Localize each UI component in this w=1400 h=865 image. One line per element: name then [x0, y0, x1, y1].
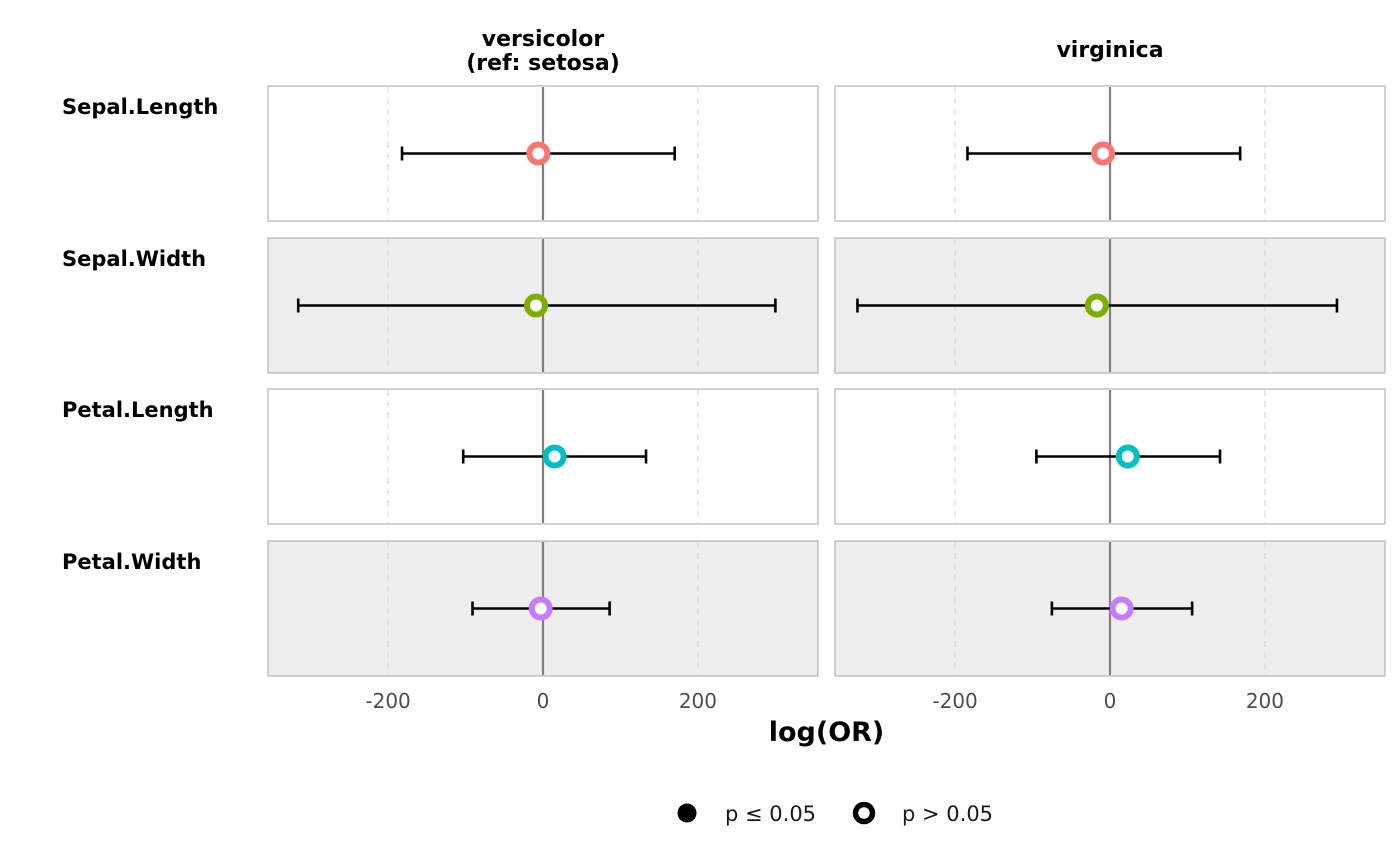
legend-label: p > 0.05 [902, 802, 993, 826]
x-axis-title: log(OR) [769, 717, 885, 748]
row-label: Petal.Length [62, 398, 214, 422]
x-tick-label: 200 [679, 689, 717, 713]
legend-label: p ≤ 0.05 [725, 802, 816, 826]
column-title: (ref: setosa) [466, 51, 620, 76]
row-label: Sepal.Length [62, 95, 218, 119]
estimate-point [526, 141, 551, 166]
column-title: versicolor [482, 27, 605, 52]
panel [834, 388, 1386, 525]
row-label: Petal.Width [62, 550, 201, 574]
panel [834, 237, 1386, 374]
legend-filled-point [677, 803, 697, 823]
panel [267, 540, 819, 677]
estimate-point [1084, 293, 1109, 318]
panel [267, 237, 819, 374]
x-tick-label: -200 [932, 689, 977, 713]
panel [834, 540, 1386, 677]
estimate-point [542, 444, 567, 469]
estimate-point [524, 293, 549, 318]
estimate-point [1109, 596, 1134, 621]
panel [267, 388, 819, 525]
estimate-point [1115, 444, 1140, 469]
legend: p ≤ 0.05 p > 0.05 [677, 801, 993, 826]
panel [267, 85, 819, 222]
x-tick-label: -200 [365, 689, 410, 713]
row-label: Sepal.Width [62, 247, 206, 271]
x-tick-label: 0 [537, 689, 550, 713]
x-tick-label: 0 [1104, 689, 1117, 713]
estimate-point [528, 596, 553, 621]
estimate-point [1091, 141, 1116, 166]
column-title: virginica [1056, 38, 1163, 63]
panel [834, 85, 1386, 222]
x-tick-label: 200 [1246, 689, 1284, 713]
legend-hollow-point [852, 801, 876, 825]
